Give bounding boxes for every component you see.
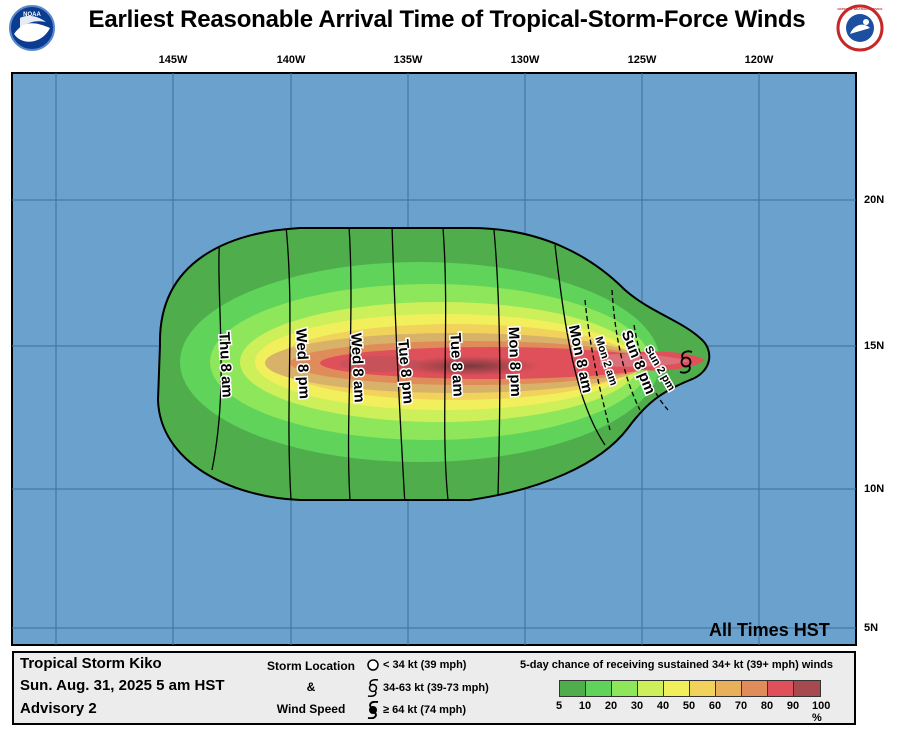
probability-ticks: 5 10 20 30 40 50 60 70 80 90 100 %: [547, 700, 857, 724]
swatch-10: [586, 681, 612, 696]
time-contours-dashed: [584, 289, 669, 431]
swatch-90: [794, 681, 820, 696]
tick-5: 5: [555, 700, 563, 712]
contour-label-tue-8am: Tue 8 am: [446, 332, 466, 397]
swatch-80: [768, 681, 794, 696]
lon-label-120w: 120W: [744, 54, 774, 66]
probability-title: 5-day chance of receiving sustained 34+ …: [520, 659, 833, 671]
tick-80: 80: [760, 700, 774, 712]
tick-90: 90: [786, 700, 800, 712]
contour-label-thu-8am: Thu 8 am: [215, 331, 235, 398]
svg-text:NATIONAL WEATHER SERVICE: NATIONAL WEATHER SERVICE: [838, 7, 883, 11]
nws-logo: NATIONAL WEATHER SERVICE: [836, 4, 884, 52]
tick-20: 20: [604, 700, 618, 712]
swatch-50: [690, 681, 716, 696]
wind-speed-label: Wind Speed: [276, 702, 346, 716]
swatch-40: [664, 681, 690, 696]
tick-100: 100 %: [812, 700, 831, 724]
tick-70: 70: [734, 700, 748, 712]
legend-row-ts: 34-63 kt (39-73 mph): [366, 679, 489, 697]
legend-row-weak: < 34 kt (39 mph): [366, 658, 466, 672]
tick-30: 30: [630, 700, 644, 712]
swatch-20: [612, 681, 638, 696]
time-contours: [211, 228, 606, 500]
advisory-number: Advisory 2: [20, 700, 97, 717]
tick-60: 60: [708, 700, 722, 712]
tick-40: 40: [656, 700, 670, 712]
swatch-5: [560, 681, 586, 696]
legend-panel: Tropical Storm Kiko Sun. Aug. 31, 2025 5…: [12, 651, 856, 725]
lat-label-20n: 20N: [864, 194, 885, 206]
lat-label-5n: 5N: [864, 622, 879, 634]
storm-location-label: Storm Location: [266, 659, 355, 673]
storm-name: Tropical Storm Kiko: [20, 655, 162, 672]
tropical-storm-icon: [367, 679, 379, 697]
lon-label-145w: 145W: [158, 54, 188, 66]
swatch-70: [742, 681, 768, 696]
tick-10: 10: [578, 700, 592, 712]
swatch-60: [716, 681, 742, 696]
timezone-note: All Times HST: [709, 620, 830, 640]
advisory-date: Sun. Aug. 31, 2025 5 am HST: [20, 677, 225, 694]
tick-50: 50: [682, 700, 696, 712]
swatch-30: [638, 681, 664, 696]
circle-icon: [367, 659, 379, 671]
lon-label-125w: 125W: [627, 54, 657, 66]
contour-label-wed-8pm: Wed 8 pm: [292, 328, 313, 399]
contour-label-wed-8am: Wed 8 am: [347, 332, 368, 403]
contour-label-mon-8pm: Mon 8 pm: [505, 327, 524, 398]
page-title: Earliest Reasonable Arrival Time of Trop…: [88, 6, 806, 33]
legend-text-weak: < 34 kt (39 mph): [383, 659, 467, 671]
wind-boundary: [156, 227, 711, 501]
svg-text:NOAA: NOAA: [23, 12, 41, 18]
lon-label-135w: 135W: [393, 54, 423, 66]
tropical-storm-icon: [679, 350, 693, 374]
noaa-logo: NOAA: [9, 5, 55, 51]
legend-text-hurricane: ≥ 64 kt (74 mph): [383, 704, 467, 716]
amp-label: &: [306, 680, 316, 694]
legend-text-ts: 34-63 kt (39-73 mph): [383, 682, 489, 694]
lat-label-10n: 10N: [864, 483, 885, 495]
legend-row-hurricane: ≥ 64 kt (74 mph): [366, 701, 466, 719]
hurricane-icon: [367, 701, 379, 719]
lon-label-140w: 140W: [276, 54, 306, 66]
probability-colorbar: [559, 680, 821, 697]
lon-label-130w: 130W: [510, 54, 540, 66]
lat-label-15n: 15N: [864, 340, 885, 352]
